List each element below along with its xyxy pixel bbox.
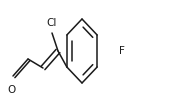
Text: F: F: [119, 46, 124, 56]
Text: O: O: [7, 85, 15, 95]
Text: Cl: Cl: [47, 18, 57, 28]
